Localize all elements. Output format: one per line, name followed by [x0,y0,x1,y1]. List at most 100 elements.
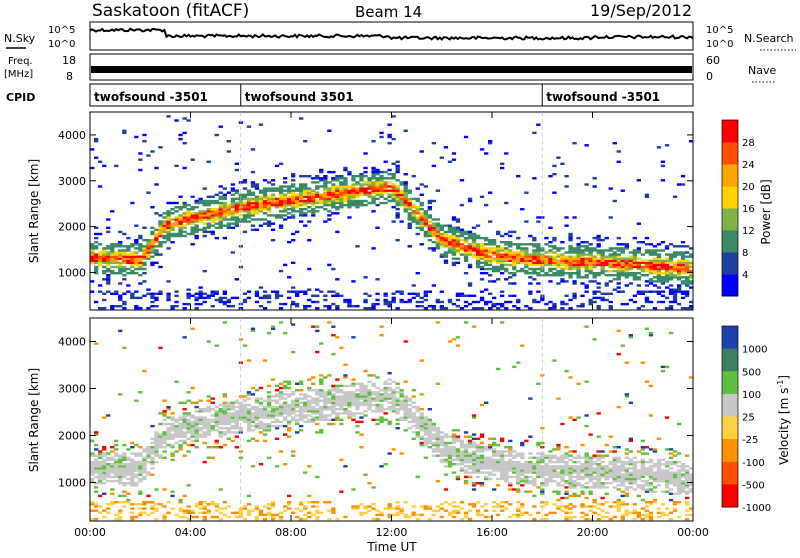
range-cell [456,258,460,260]
range-cell [480,237,484,239]
range-cell [315,410,319,412]
range-cell [138,274,142,276]
range-cell [295,421,299,423]
range-cell [339,423,343,425]
range-cell [150,501,154,503]
range-cell [367,510,371,512]
range-cell [476,264,480,266]
range-cell [287,414,291,416]
range-cell [363,190,367,192]
range-cell [355,507,359,509]
range-cell [379,326,383,328]
range-cell [154,510,158,512]
range-cell [267,416,271,418]
range-cell [158,241,162,243]
range-cell [568,416,572,418]
range-cell [396,179,400,181]
range-cell [279,185,283,187]
range-cell [162,505,166,507]
range-cell [247,214,251,216]
range-cell [589,471,593,473]
range-cell [183,336,187,338]
range-cell [94,448,98,450]
range-cell [484,152,488,154]
range-cell [195,212,199,214]
range-cell [227,204,231,206]
range-cell [371,177,375,179]
range-cell [327,518,331,520]
range-cell [158,293,162,295]
range-cell [199,427,203,429]
range-cell [187,297,191,299]
range-cell [219,299,223,301]
range-cell [343,299,347,301]
range-cell [114,291,118,293]
range-cell [319,200,323,202]
range-cell [508,276,512,278]
range-cell [287,410,291,412]
range-cell [339,187,343,189]
range-cell [516,480,520,482]
range-cell [480,461,484,463]
range-cell [392,389,396,391]
range-cell [363,387,367,389]
range-cell [500,501,504,503]
range-cell [416,514,420,516]
range-cell [375,194,379,196]
range-cell [560,303,564,305]
range-cell [516,507,520,509]
range-cell [613,251,617,253]
range-cell [396,214,400,216]
range-cell [508,455,512,457]
range-cell [452,450,456,452]
range-cell [440,305,444,307]
range-cell [235,402,239,404]
range-cell [279,321,283,323]
range-cell [492,467,496,469]
range-cell [339,175,343,177]
power-y-axis-label: Slant Range [km] [27,159,41,263]
range-cell [484,476,488,478]
range-cell [311,397,315,399]
range-cell [251,181,255,183]
range-cell [154,233,158,235]
range-cell [548,471,552,473]
range-cell [211,208,215,210]
range-cell [191,243,195,245]
range-cell [94,503,98,505]
range-cell [488,457,492,459]
range-cell [476,243,480,245]
range-cell [215,442,219,444]
range-cell [126,247,130,249]
range-cell [488,256,492,258]
range-cell [307,408,311,410]
range-cell [307,239,311,241]
range-cell [211,291,215,293]
range-cell [114,251,118,253]
range-cell [142,140,146,142]
range-cell [408,214,412,216]
range-cell [408,397,412,399]
range-cell [170,208,174,210]
range-cell [166,227,170,229]
range-cell [231,214,235,216]
range-cell [311,410,315,412]
range-cell [576,305,580,307]
range-cell [343,465,347,467]
y-tick-label: 1000 [58,266,86,279]
range-cell [496,459,500,461]
range-cell [585,452,589,454]
range-cell [428,505,432,507]
range-cell [564,185,568,187]
range-cell [448,465,452,467]
range-cell [118,243,122,245]
range-cell [601,471,605,473]
range-cell [560,476,564,478]
range-cell [460,457,464,459]
range-cell [271,194,275,196]
range-cell [90,148,94,150]
range-cell [661,249,665,251]
range-cell [416,518,420,520]
range-cell [231,416,235,418]
range-cell [319,393,323,395]
